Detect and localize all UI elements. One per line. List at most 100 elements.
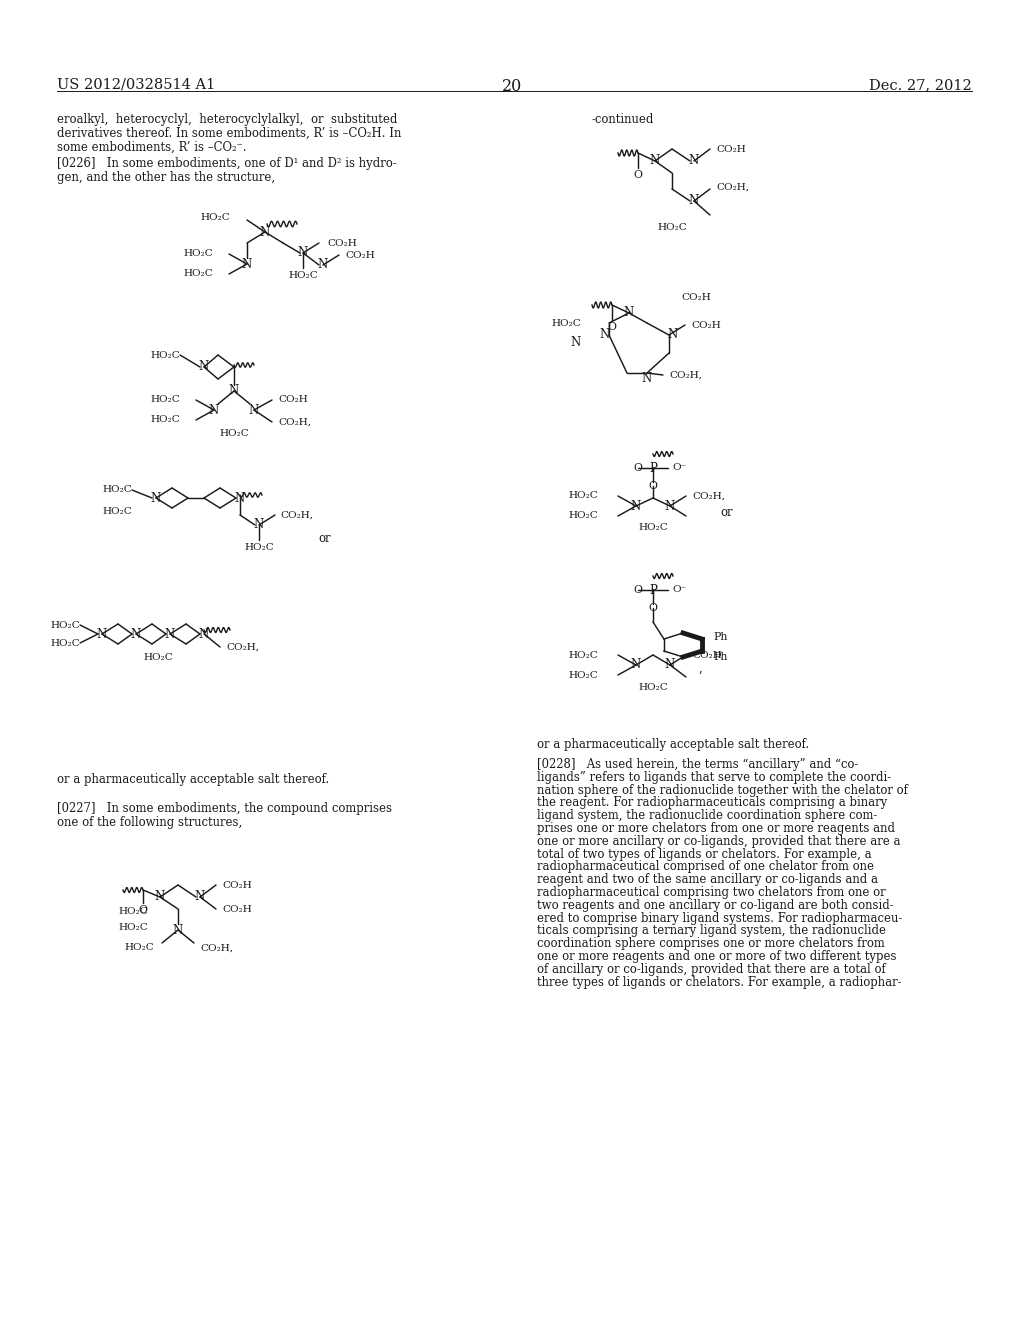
Text: HO₂C: HO₂C xyxy=(50,639,80,648)
Text: O: O xyxy=(634,170,642,180)
Text: HO₂C: HO₂C xyxy=(551,318,581,327)
Text: HO₂C: HO₂C xyxy=(124,944,154,953)
Text: Ph: Ph xyxy=(713,632,727,642)
Text: N: N xyxy=(631,499,641,512)
Text: CO₂H,: CO₂H, xyxy=(280,511,313,520)
Text: N: N xyxy=(242,257,252,271)
Text: N: N xyxy=(665,499,675,512)
Text: nation sphere of the radionuclide together with the chelator of: nation sphere of the radionuclide togeth… xyxy=(537,784,908,796)
Text: N: N xyxy=(317,259,328,272)
Text: CO₂H: CO₂H xyxy=(345,251,375,260)
Text: P: P xyxy=(649,583,657,597)
Text: HO₂C: HO₂C xyxy=(288,272,317,281)
Text: or a pharmaceutically acceptable salt thereof.: or a pharmaceutically acceptable salt th… xyxy=(537,738,809,751)
Text: HO₂C: HO₂C xyxy=(151,351,180,359)
Text: reagent and two of the same ancillary or co-ligands and a: reagent and two of the same ancillary or… xyxy=(537,874,878,886)
Text: CO₂H: CO₂H xyxy=(716,144,745,153)
Text: [0226]   In some embodiments, one of D¹ and D² is hydro-: [0226] In some embodiments, one of D¹ an… xyxy=(57,157,396,170)
Text: N: N xyxy=(254,519,264,532)
Text: N: N xyxy=(650,154,660,168)
Text: coordination sphere comprises one or more chelators from: coordination sphere comprises one or mor… xyxy=(537,937,885,950)
Text: O: O xyxy=(138,906,147,915)
Text: total of two types of ligands or chelators. For example, a: total of two types of ligands or chelato… xyxy=(537,847,871,861)
Text: CO₂H: CO₂H xyxy=(327,239,356,248)
Text: HO₂C: HO₂C xyxy=(219,429,249,438)
Text: or a pharmaceutically acceptable salt thereof.: or a pharmaceutically acceptable salt th… xyxy=(57,774,330,785)
Text: HO₂C: HO₂C xyxy=(151,396,180,404)
Text: radiopharmaceutical comprised of one chelator from one: radiopharmaceutical comprised of one che… xyxy=(537,861,874,874)
Text: CO₂H,: CO₂H, xyxy=(200,944,233,953)
Text: or: or xyxy=(318,532,331,545)
Text: O: O xyxy=(634,463,642,473)
Text: N: N xyxy=(155,891,165,903)
Text: one or more reagents and one or more of two different types: one or more reagents and one or more of … xyxy=(537,950,896,964)
Text: N: N xyxy=(199,360,209,374)
Text: of ancillary or co-ligands, provided that there are a total of: of ancillary or co-ligands, provided tha… xyxy=(537,962,886,975)
Text: N: N xyxy=(668,329,678,342)
Text: ered to comprise binary ligand systems. For radiopharmaceu-: ered to comprise binary ligand systems. … xyxy=(537,912,902,924)
Text: ,: , xyxy=(698,661,701,675)
Text: P: P xyxy=(649,462,657,474)
Text: N: N xyxy=(173,924,183,936)
Text: HO₂C: HO₂C xyxy=(568,491,598,500)
Text: prises one or more chelators from one or more reagents and: prises one or more chelators from one or… xyxy=(537,822,895,836)
Text: 20: 20 xyxy=(502,78,522,95)
Text: one of the following structures,: one of the following structures, xyxy=(57,816,243,829)
Text: N: N xyxy=(665,659,675,672)
Text: HO₂C: HO₂C xyxy=(201,214,230,223)
Text: HO₂C: HO₂C xyxy=(657,223,687,232)
Text: HO₂C: HO₂C xyxy=(183,249,213,259)
Text: HO₂C: HO₂C xyxy=(118,908,148,916)
Text: HO₂C: HO₂C xyxy=(143,652,173,661)
Text: CO₂H: CO₂H xyxy=(692,651,722,660)
Text: ticals comprising a ternary ligand system, the radionuclide: ticals comprising a ternary ligand syste… xyxy=(537,924,886,937)
Text: ligand system, the radionuclide coordination sphere com-: ligand system, the radionuclide coordina… xyxy=(537,809,878,822)
Text: HO₂C: HO₂C xyxy=(244,543,273,552)
Text: O: O xyxy=(648,480,657,491)
Text: CO₂H,: CO₂H, xyxy=(226,643,259,652)
Text: [0227]   In some embodiments, the compound comprises: [0227] In some embodiments, the compound… xyxy=(57,803,392,814)
Text: HO₂C: HO₂C xyxy=(183,269,213,279)
Text: O: O xyxy=(648,603,657,612)
Text: N: N xyxy=(249,404,259,417)
Text: O⁻: O⁻ xyxy=(672,586,686,594)
Text: N: N xyxy=(199,627,209,640)
Text: [0228]   As used herein, the terms “ancillary” and “co-: [0228] As used herein, the terms “ancill… xyxy=(537,758,858,771)
Text: N: N xyxy=(689,194,699,207)
Text: HO₂C: HO₂C xyxy=(568,651,598,660)
Text: CO₂H: CO₂H xyxy=(681,293,711,301)
Text: HO₂C: HO₂C xyxy=(118,924,148,932)
Text: HO₂C: HO₂C xyxy=(568,671,598,680)
Text: HO₂C: HO₂C xyxy=(102,486,132,495)
Text: N: N xyxy=(642,372,652,385)
Text: N: N xyxy=(631,659,641,672)
Text: N: N xyxy=(600,329,610,342)
Text: Dec. 27, 2012: Dec. 27, 2012 xyxy=(869,78,972,92)
Text: N: N xyxy=(165,627,175,640)
Text: three types of ligands or chelators. For example, a radiophar-: three types of ligands or chelators. For… xyxy=(537,975,901,989)
Text: HO₂C: HO₂C xyxy=(151,416,180,425)
Text: N: N xyxy=(195,891,205,903)
Text: N: N xyxy=(570,337,581,350)
Text: one or more ancillary or co-ligands, provided that there are a: one or more ancillary or co-ligands, pro… xyxy=(537,834,900,847)
Text: HO₂C: HO₂C xyxy=(568,511,598,520)
Text: CO₂H: CO₂H xyxy=(278,396,308,404)
Text: N: N xyxy=(689,154,699,168)
Text: CO₂H: CO₂H xyxy=(691,321,721,330)
Text: HO₂C: HO₂C xyxy=(102,507,132,516)
Text: Ph: Ph xyxy=(713,652,727,663)
Text: HO₂C: HO₂C xyxy=(638,684,668,693)
Text: CO₂H,: CO₂H, xyxy=(692,491,725,500)
Text: ligands” refers to ligands that serve to complete the coordi-: ligands” refers to ligands that serve to… xyxy=(537,771,891,784)
Text: N: N xyxy=(234,491,245,504)
Text: gen, and the other has the structure,: gen, and the other has the structure, xyxy=(57,172,275,183)
Text: O⁻: O⁻ xyxy=(672,463,686,473)
Text: N: N xyxy=(624,306,634,319)
Text: -continued: -continued xyxy=(592,114,654,125)
Text: radiopharmaceutical comprising two chelators from one or: radiopharmaceutical comprising two chela… xyxy=(537,886,886,899)
Text: N: N xyxy=(209,404,219,417)
Text: CO₂H,: CO₂H, xyxy=(716,182,749,191)
Text: N: N xyxy=(151,491,161,504)
Text: eroalkyl,  heterocyclyl,  heterocyclylalkyl,  or  substituted: eroalkyl, heterocyclyl, heterocyclylalky… xyxy=(57,114,397,125)
Text: N: N xyxy=(298,247,308,260)
